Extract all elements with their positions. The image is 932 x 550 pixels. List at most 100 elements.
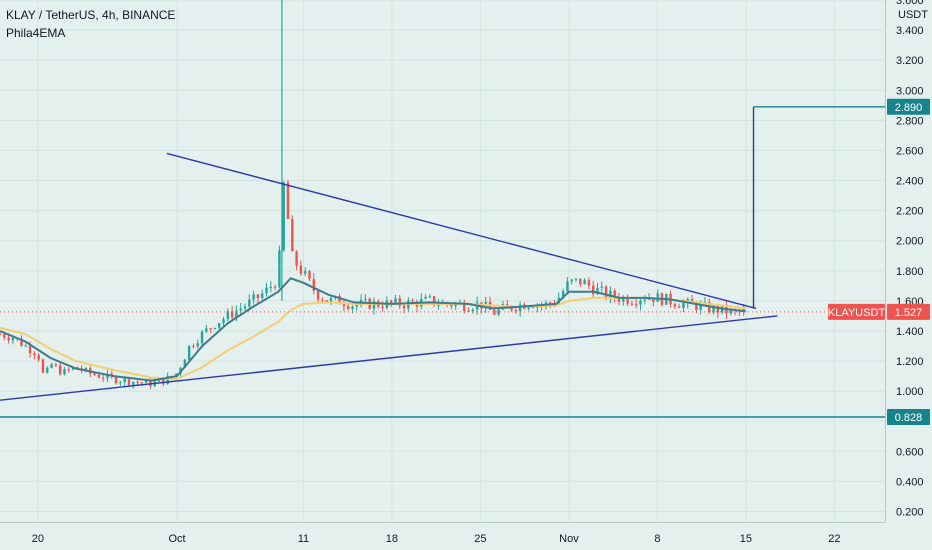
candle-body	[166, 375, 169, 385]
candle-body	[579, 278, 582, 285]
candle-body	[162, 379, 165, 385]
candle-body	[230, 311, 234, 318]
candle-body	[652, 298, 655, 302]
candle-body	[497, 309, 500, 315]
candle-body	[123, 378, 126, 383]
candle-body	[303, 271, 307, 274]
candle-body	[235, 310, 238, 318]
candle-body	[570, 279, 573, 282]
price-tick-label: 3.000	[896, 85, 924, 97]
candle-body	[24, 345, 27, 347]
candle-body	[11, 338, 15, 341]
indicator-label[interactable]: Phila4EMA	[6, 26, 66, 40]
current-symbol-label-bg	[828, 303, 885, 320]
time-tick-label: 22	[828, 533, 840, 545]
candle-body	[157, 379, 161, 382]
price-tick-label: 1.400	[896, 326, 924, 338]
candle-body	[282, 182, 285, 251]
candle-body	[114, 376, 118, 384]
symbol-title[interactable]: KLAY / TetherUS, 4h, BINANCE	[6, 8, 176, 22]
candle-body	[187, 345, 191, 360]
candle-body	[0, 333, 2, 335]
price-tick-label: 1.200	[896, 356, 924, 368]
candle-body	[119, 382, 122, 384]
time-tick-label: 25	[474, 533, 486, 545]
candle-body	[213, 327, 217, 329]
candle-body	[437, 304, 440, 306]
price-tick-label: 2.200	[896, 206, 924, 218]
candle-body	[33, 353, 36, 356]
time-tick-label: 18	[386, 533, 398, 545]
candle-body	[432, 296, 436, 305]
time-tick-label: 11	[298, 533, 309, 545]
candle-body	[677, 306, 681, 308]
candle-body	[218, 323, 221, 328]
current-price-label: 1.527	[895, 307, 923, 319]
candle-body	[712, 305, 715, 313]
candle-body	[364, 298, 367, 300]
candle-body	[699, 303, 702, 310]
support-price-label: 0.828	[895, 412, 923, 424]
candle-body	[239, 308, 242, 311]
time-tick-label: Oct	[168, 533, 185, 545]
candle-body	[463, 302, 466, 311]
candle-body	[76, 367, 79, 369]
candle-body	[3, 334, 6, 338]
candle-body	[506, 304, 509, 306]
upper-trendline	[166, 152, 757, 310]
price-tick-label: 2.400	[896, 176, 924, 188]
candle-body	[389, 300, 393, 303]
candle-body	[192, 345, 195, 347]
candle-body	[325, 300, 328, 302]
candle-body	[200, 331, 204, 344]
candle-body	[342, 304, 346, 307]
candle-body	[58, 365, 62, 375]
price-tick-label: 2.800	[896, 115, 924, 127]
support-price-label-bg	[887, 408, 930, 425]
candle-body	[634, 304, 638, 306]
candle-body	[106, 373, 109, 379]
candle-body	[587, 280, 591, 286]
candle-body	[639, 300, 642, 305]
candle-body	[574, 278, 578, 280]
candle-body	[643, 299, 646, 301]
candle-body	[205, 328, 208, 332]
candle-body	[308, 271, 311, 279]
candle-body	[20, 338, 23, 346]
candle-body	[222, 318, 225, 324]
candle-body	[286, 182, 290, 219]
candle-body	[136, 381, 139, 383]
candle-body	[273, 286, 277, 288]
candle-body	[673, 304, 677, 307]
candle-body	[299, 265, 303, 274]
chart-legend: KLAY / TetherUS, 4h, BINANCE Phila4EMA	[6, 6, 175, 42]
candle-body	[450, 304, 453, 307]
candle-body	[592, 285, 595, 295]
candle-body	[566, 281, 569, 292]
candle-body	[613, 290, 616, 298]
candle-body	[140, 382, 144, 384]
price-tick-label: 0.200	[896, 506, 924, 518]
candle-body	[28, 345, 32, 354]
candle-body	[226, 311, 230, 319]
candle-body	[101, 377, 105, 379]
candle-body	[346, 306, 350, 309]
candle-body	[394, 298, 397, 303]
candle-body	[600, 286, 603, 288]
candle-body	[278, 250, 281, 288]
candle-body	[63, 369, 66, 375]
current-symbol-label: KLAYUSDT	[828, 307, 886, 319]
candle-body	[37, 355, 40, 360]
time-tick-label: 20	[32, 533, 44, 545]
price-tick-label: 2.000	[896, 236, 924, 248]
time-tick-label: 15	[740, 533, 752, 545]
candle-body	[183, 359, 187, 368]
price-unit-label: USDT	[898, 9, 928, 21]
candle-body	[381, 306, 384, 308]
candle-body	[411, 300, 414, 302]
candle-body	[84, 368, 88, 371]
candle-body	[604, 286, 608, 298]
candle-body	[561, 291, 565, 298]
candle-body	[243, 306, 247, 309]
